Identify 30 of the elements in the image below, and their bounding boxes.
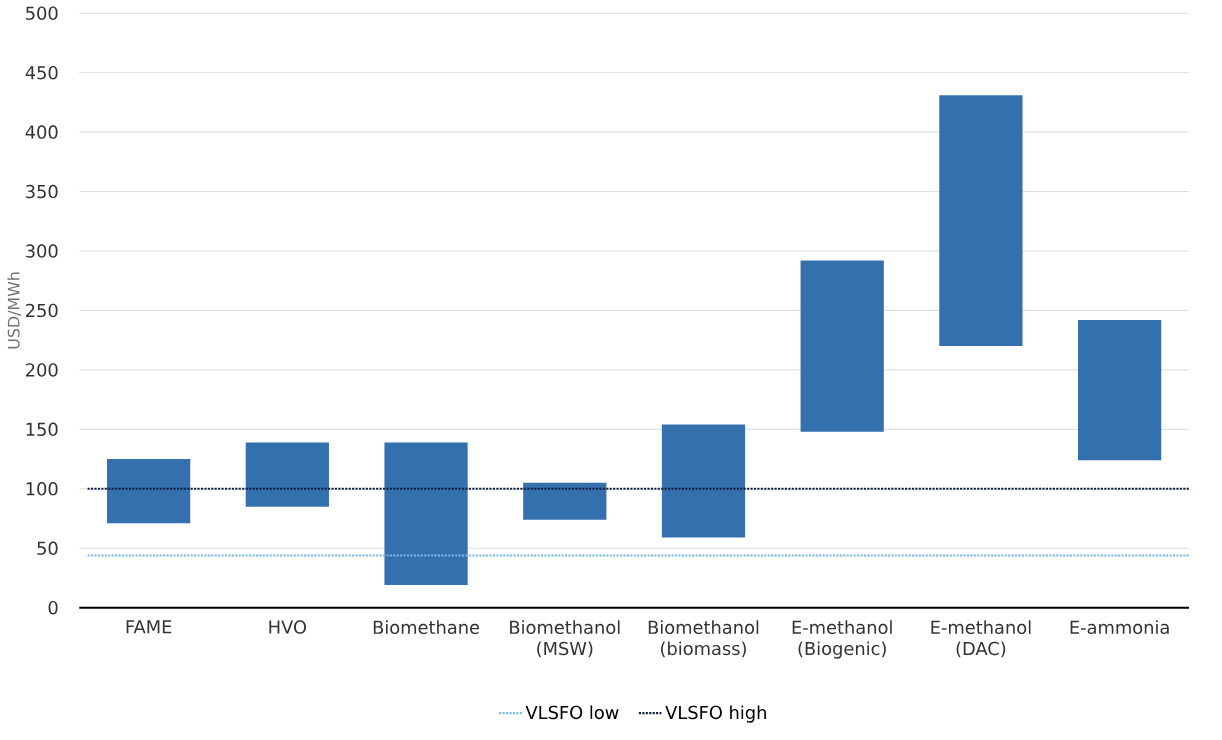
x-tick-label: E-methanol (DAC) (931, 620, 1031, 658)
y-tick-label: 100 (26, 482, 58, 496)
legend-label: VLSFO high (665, 705, 766, 723)
x-tick-label: FAME (126, 620, 172, 634)
bar (384, 442, 468, 586)
y-tick-label: 450 (25, 66, 58, 80)
legend-label: VLSFO low (525, 705, 619, 720)
y-tick-label: 250 (26, 303, 58, 318)
bar (523, 482, 607, 520)
bar (800, 260, 884, 432)
bar (245, 442, 329, 507)
bar (1078, 320, 1162, 461)
y-tick-label: 400 (25, 125, 58, 139)
y-axis-title: USD/MWh (7, 272, 21, 349)
y-tick-label: 150 (26, 422, 58, 437)
y-tick-label: 300 (26, 244, 58, 258)
y-tick-label: 500 (26, 6, 58, 21)
bar (107, 459, 191, 524)
x-tick-label: Biomethanol (MSW) (510, 620, 620, 658)
x-tick-label: Biomethane (373, 620, 480, 635)
x-tick-label: HVO (269, 620, 307, 634)
y-tick-label: 50 (37, 541, 58, 556)
x-tick-label: E-ammonia (1070, 620, 1169, 635)
bar (939, 95, 1023, 347)
x-tick-label: Biomethanol (biomass) (648, 620, 759, 658)
y-tick-label: 350 (26, 184, 58, 199)
bar (661, 424, 746, 538)
y-tick-label: 200 (26, 363, 58, 377)
y-tick-label: 0 (48, 601, 58, 615)
x-tick-label: E-methanol (Biogenic) (792, 620, 892, 659)
